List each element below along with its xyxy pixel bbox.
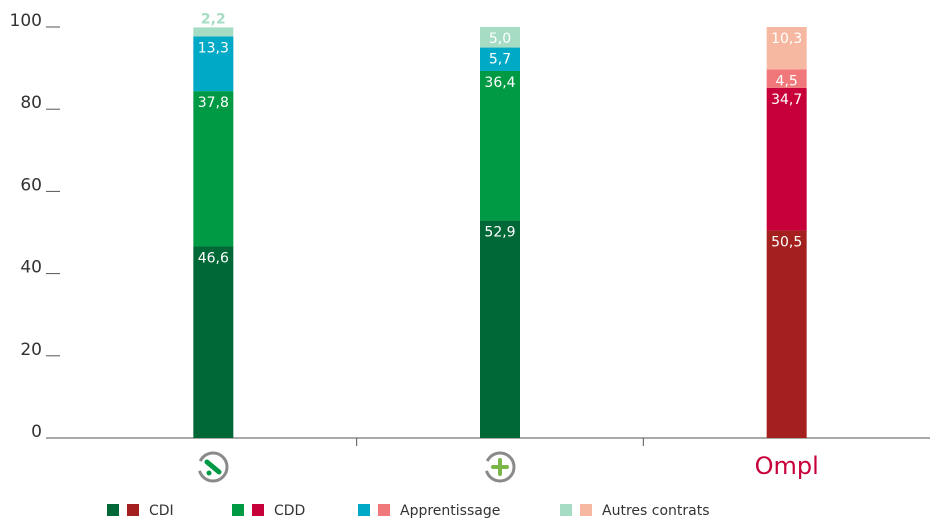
bar-segment xyxy=(480,70,520,221)
legend-label: CDD xyxy=(274,503,305,519)
legend-swatch xyxy=(560,504,572,516)
legend-label: Autres contrats xyxy=(602,503,710,519)
bar-segment xyxy=(766,69,807,88)
y-tick-label: 60 xyxy=(20,175,42,195)
y-tick-label: 0 xyxy=(31,422,42,442)
legend-swatch xyxy=(252,504,264,516)
data-label: 50,5 xyxy=(771,234,802,250)
legend-label: CDI xyxy=(149,503,174,519)
legend-swatch xyxy=(358,504,370,516)
data-label: 37,8 xyxy=(198,95,229,111)
data-label: 2,2 xyxy=(201,11,226,27)
legend-swatch xyxy=(232,504,244,516)
legend-swatch xyxy=(580,504,592,516)
data-label: 36,4 xyxy=(484,75,515,91)
data-label: 5,0 xyxy=(489,31,511,47)
data-label: 13,3 xyxy=(198,40,229,56)
legend-swatch xyxy=(378,504,390,516)
y-tick-label: 100 xyxy=(10,11,42,31)
icon-2 xyxy=(484,451,516,483)
y-tick-label: 80 xyxy=(20,93,42,113)
data-label: 46,6 xyxy=(198,250,229,266)
y-tick-label: 40 xyxy=(20,258,42,278)
x-tick-label: Ompl xyxy=(755,452,819,480)
bar-segment xyxy=(480,220,520,438)
data-label: 4,5 xyxy=(776,73,798,89)
bar-segment xyxy=(766,87,807,231)
data-label: 5,7 xyxy=(489,52,511,68)
data-label: 34,7 xyxy=(771,92,802,108)
y-tick-label: 20 xyxy=(20,340,42,360)
bar-segment xyxy=(193,27,234,37)
legend-swatch xyxy=(127,504,139,516)
bar-segment xyxy=(480,27,520,48)
legend-label: Apprentissage xyxy=(400,503,500,519)
data-label: 10,3 xyxy=(771,31,802,47)
bar-segment xyxy=(766,27,807,70)
bar-segment xyxy=(480,47,520,71)
data-label: 52,9 xyxy=(484,225,515,241)
legend-swatch xyxy=(107,504,119,516)
icon-1 xyxy=(197,451,229,483)
bar-segment xyxy=(193,246,234,438)
bar-segment xyxy=(193,36,234,92)
bar-segment xyxy=(766,230,807,438)
bar-segment xyxy=(193,91,234,247)
